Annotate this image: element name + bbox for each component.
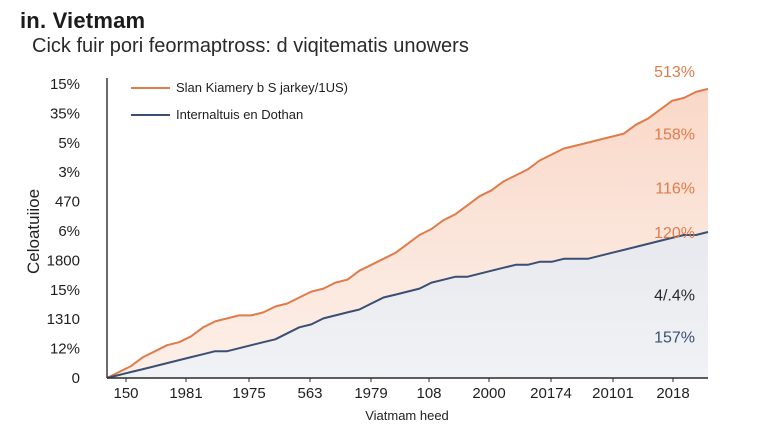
y-tick-label: 15% bbox=[50, 282, 80, 299]
x-tick-label: 2018 bbox=[656, 385, 689, 402]
annotation-label: 120% bbox=[654, 225, 695, 242]
series-line-1 bbox=[106, 87, 709, 379]
x-tick-label: 563 bbox=[297, 385, 322, 402]
series-line-2 bbox=[106, 231, 709, 379]
y-tick-label: 12% bbox=[50, 341, 80, 358]
chart-title: in. Vietmam bbox=[20, 8, 146, 33]
annotation-label: 4/.4% bbox=[654, 288, 695, 305]
y-tick-label: 5% bbox=[58, 135, 80, 152]
area-layer bbox=[107, 88, 708, 379]
x-tick-label: 108 bbox=[416, 385, 441, 402]
y-tick-label: 0 bbox=[72, 370, 80, 387]
series-area-2 bbox=[107, 232, 708, 378]
x-axis-label: Viatmam heed bbox=[365, 408, 449, 423]
x-tick-label: 20174 bbox=[530, 385, 572, 402]
annotations: 513% 158% 116% 120% 4/.4% 157% bbox=[654, 64, 695, 346]
legend-label-1: Slan Kiamery b S jarkey/1US) bbox=[176, 80, 348, 95]
x-tick-label: 1981 bbox=[169, 385, 202, 402]
x-tick-label: 1979 bbox=[354, 385, 387, 402]
legend: Slan Kiamery b S jarkey/1US) Internaltuis… bbox=[131, 80, 348, 122]
x-tick-label: 2000 bbox=[472, 385, 505, 402]
x-tick-label: 20101 bbox=[592, 385, 634, 402]
y-tick-label: 1310 bbox=[47, 311, 80, 328]
annotation-label: 513% bbox=[654, 64, 695, 81]
axes-layer bbox=[106, 78, 708, 379]
y-tick-label: 35% bbox=[50, 105, 80, 122]
legend-label-2: Internaltuis en Dothan bbox=[176, 107, 303, 122]
y-tick-label: 6% bbox=[58, 223, 80, 240]
annotation-label: 157% bbox=[654, 329, 695, 346]
x-tick-labels: 150 1981 1975 563 1979 108 2000 20174 20101 2018 bbox=[113, 378, 690, 402]
annotation-label: 158% bbox=[654, 127, 695, 144]
y-tick-label: 1800 bbox=[47, 252, 80, 269]
y-tick-labels: 0 12% 1310 15% 1800 6% 470 3% 5% 35% 15% bbox=[47, 76, 80, 387]
annotation-label: 116% bbox=[655, 180, 695, 197]
y-tick-label: 15% bbox=[50, 76, 80, 93]
chart-subtitle: Cick fuir pori feormaptross: d viqitemat… bbox=[32, 35, 469, 57]
line-layer bbox=[106, 87, 709, 379]
x-tick-label: 150 bbox=[113, 385, 138, 402]
x-tick-label: 1975 bbox=[232, 385, 265, 402]
y-tick-label: 3% bbox=[58, 164, 80, 181]
y-tick-label: 470 bbox=[55, 194, 80, 211]
